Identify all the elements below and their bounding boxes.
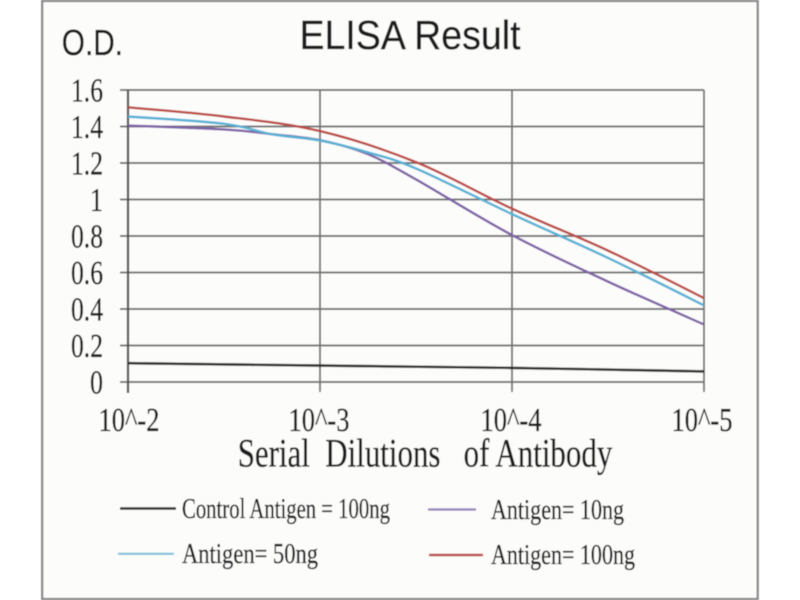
- svg-text:Serial Dilutions of Antibod: Serial Dilutions of Antibody: [238, 430, 613, 475]
- svg-text:Control Antigen = 100ng: Control Antigen = 100ng: [182, 493, 390, 525]
- svg-text:1: 1: [90, 182, 103, 219]
- svg-text:10^-3: 10^-3: [289, 402, 350, 439]
- svg-text:1.4: 1.4: [71, 109, 103, 146]
- svg-text:Antigen= 50ng: Antigen= 50ng: [182, 538, 318, 570]
- svg-text:10^-5: 10^-5: [672, 402, 733, 439]
- svg-text:10^-4: 10^-4: [481, 402, 542, 439]
- svg-text:0.6: 0.6: [71, 255, 103, 292]
- svg-text:1.2: 1.2: [71, 145, 103, 182]
- svg-text:0.2: 0.2: [71, 328, 103, 365]
- svg-text:10^-2: 10^-2: [99, 402, 160, 439]
- svg-text:0.4: 0.4: [71, 291, 103, 328]
- svg-text:0: 0: [90, 364, 103, 401]
- svg-text:1.6: 1.6: [71, 72, 103, 109]
- svg-text:Antigen= 100ng: Antigen= 100ng: [491, 539, 635, 571]
- svg-text:0.8: 0.8: [71, 218, 103, 255]
- svg-text:Antigen= 10ng: Antigen= 10ng: [491, 494, 624, 526]
- svg-text:ELISA Result: ELISA Result: [300, 12, 522, 58]
- svg-text:O.D.: O.D.: [62, 22, 123, 63]
